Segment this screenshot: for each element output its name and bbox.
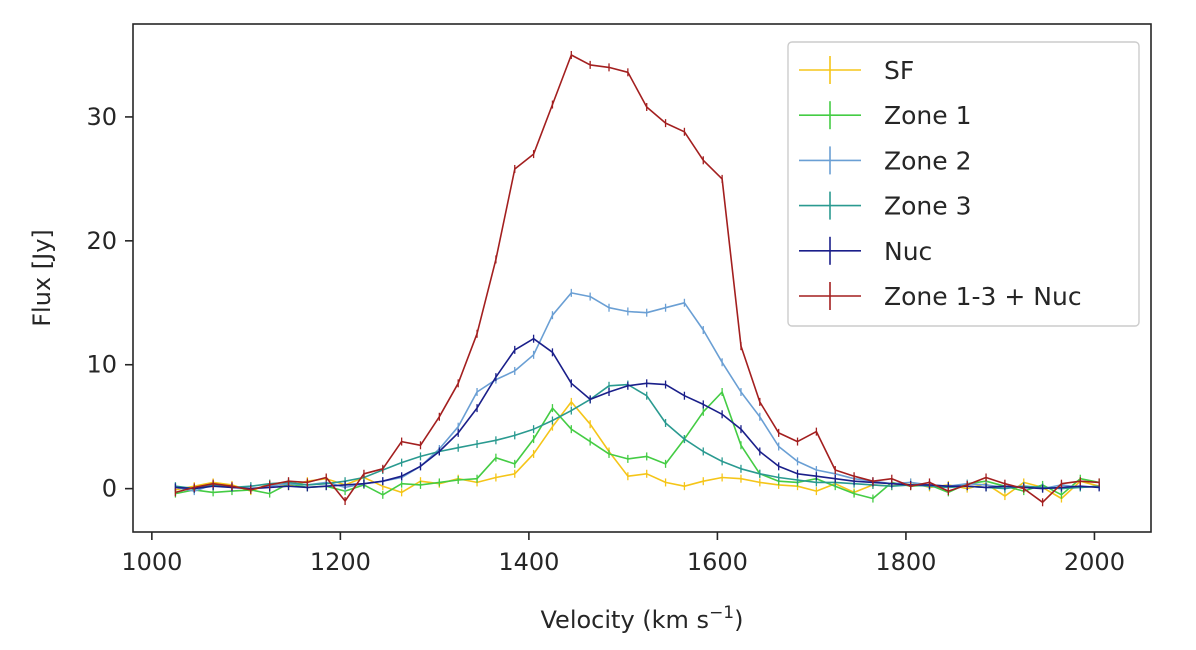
y-tick-label: 0 <box>102 475 117 503</box>
legend: SF Zone 1 Zone 2 Zone 3 Nuc Zone 1-3 + Nuc <box>787 41 1140 327</box>
series-line-nuc <box>175 337 1100 490</box>
x-tick-label: 1400 <box>498 548 559 576</box>
series-line-zone-1-3-nuc <box>175 54 1100 504</box>
legend-item-nuc: Nuc <box>799 237 932 266</box>
y-axis-label: Flux [Jy] <box>28 229 56 327</box>
y-tick-label: 20 <box>86 227 117 255</box>
x-axis-label-superscript: −1 <box>709 603 734 623</box>
x-tick-label: 1200 <box>310 548 371 576</box>
legend-item-sf: SF <box>799 56 914 85</box>
series-line-zone-3 <box>175 383 1100 490</box>
x-tick-label: 1000 <box>121 548 182 576</box>
x-axis-label-close: ) <box>734 606 743 634</box>
legend-label: Nuc <box>884 237 932 266</box>
legend-item-zone-3: Zone 3 <box>799 191 972 221</box>
y-tick-label: 10 <box>86 351 117 379</box>
legend-label: Zone 2 <box>884 146 972 175</box>
x-axis-label-main: Velocity (km s <box>541 606 710 634</box>
legend-item-zone-2: Zone 2 <box>799 146 972 175</box>
y-tick-label: 30 <box>86 103 117 131</box>
x-tick-label: 1600 <box>687 548 748 576</box>
x-tick-label: 2000 <box>1064 548 1125 576</box>
legend-label: Zone 1 <box>884 101 972 130</box>
x-axis-label: Velocity (km s−1) <box>541 603 744 634</box>
legend-item-zone-1: Zone 1 <box>799 101 972 130</box>
legend-label: Zone 3 <box>884 192 972 221</box>
legend-label: SF <box>884 56 914 85</box>
legend-box <box>787 41 1140 327</box>
legend-item-zone-1-3-nuc: Zone 1-3 + Nuc <box>799 282 1082 311</box>
series-zone-1-3-nuc <box>174 50 1100 507</box>
y-axis: 0 10 20 30 <box>86 103 133 503</box>
legend-label: Zone 1-3 + Nuc <box>884 282 1082 311</box>
legend-items: SF Zone 1 Zone 2 Zone 3 Nuc Zone 1-3 + Nuc <box>799 56 1082 311</box>
series-line-zone-1 <box>175 391 1100 500</box>
x-axis: 1000 1200 1400 1600 1800 2000 <box>121 532 1125 576</box>
x-tick-label: 1800 <box>875 548 936 576</box>
series-layer <box>174 50 1100 507</box>
